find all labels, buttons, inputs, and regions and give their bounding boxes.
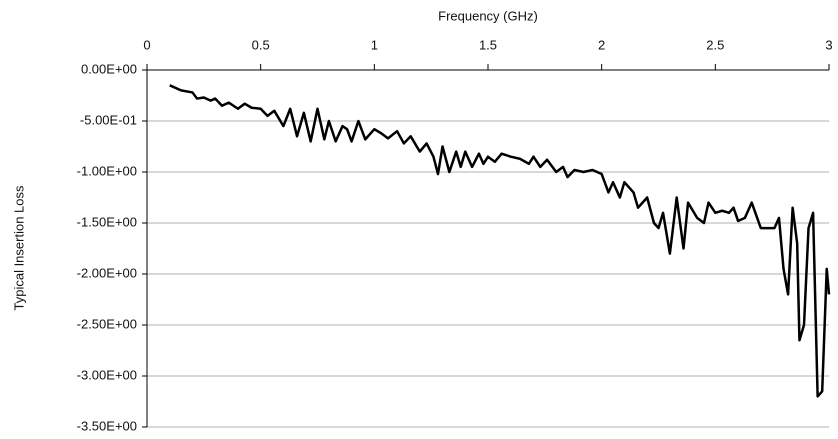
x-tick-label: 3 (825, 37, 832, 52)
y-tick-label: -2.50E+00 (77, 316, 137, 331)
x-tick-label: 1 (371, 37, 378, 52)
y-tick-label: -3.00E+00 (77, 367, 137, 382)
y-tick-label: -1.50E+00 (77, 214, 137, 229)
x-tick-label: 2 (598, 37, 605, 52)
data-line (169, 84, 831, 398)
y-tick-label: -3.50E+00 (77, 418, 137, 433)
x-tick-label: 2.5 (706, 37, 724, 52)
y-tick-label: 0.00E+00 (81, 61, 137, 76)
y-tick-label: -5.00E-01 (80, 112, 137, 127)
x-tick-label: 0 (143, 37, 150, 52)
y-axis-title: Typical Insertion Loss (11, 185, 26, 311)
x-tick-label: 0.5 (252, 37, 270, 52)
y-tick-label: -2.00E+00 (77, 265, 137, 280)
x-axis-title: Frequency (GHz) (438, 8, 538, 23)
x-tick-label: 1.5 (479, 37, 497, 52)
y-tick-label: -1.00E+00 (77, 163, 137, 178)
